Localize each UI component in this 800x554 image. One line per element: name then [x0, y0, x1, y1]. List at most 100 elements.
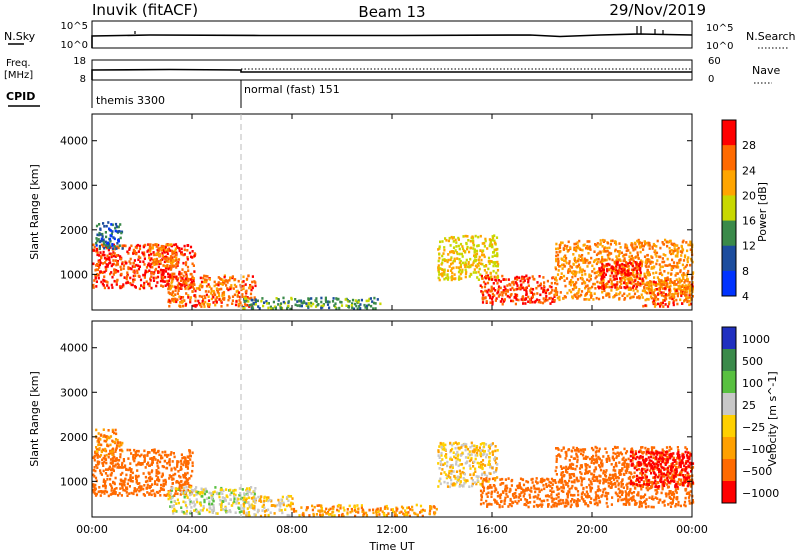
data-cell	[542, 290, 545, 294]
data-cell	[511, 493, 515, 496]
data-cell	[530, 291, 533, 294]
data-cell	[666, 257, 669, 261]
data-cell	[156, 275, 160, 279]
data-cell	[475, 448, 478, 451]
data-cell	[164, 478, 167, 482]
data-cell	[562, 501, 565, 505]
data-cell	[620, 282, 623, 286]
data-cell	[162, 484, 165, 487]
data-cell	[174, 468, 177, 471]
data-cell	[146, 491, 149, 494]
data-cell	[121, 262, 124, 266]
data-cell	[645, 291, 649, 295]
data-cell	[491, 235, 494, 238]
data-cell	[443, 258, 446, 261]
data-cell	[235, 502, 238, 505]
data-cell	[331, 514, 334, 517]
data-cell	[458, 485, 461, 488]
data-cell	[208, 500, 211, 503]
data-cell	[671, 243, 674, 246]
data-cell	[470, 273, 473, 276]
data-cell	[132, 270, 135, 273]
data-cell	[220, 508, 223, 512]
data-cell	[230, 491, 233, 495]
data-cell	[251, 306, 254, 309]
data-cell	[559, 291, 562, 294]
data-cell	[606, 264, 609, 268]
data-cell	[279, 306, 282, 309]
data-cell	[438, 245, 441, 248]
data-cell	[642, 244, 645, 248]
data-cell	[95, 244, 98, 247]
data-cell	[524, 288, 528, 291]
data-cell	[114, 259, 117, 262]
data-cell	[223, 275, 226, 279]
data-cell	[102, 469, 105, 473]
data-cell	[601, 268, 604, 271]
data-cell	[157, 270, 160, 273]
data-cell	[95, 224, 99, 228]
data-cell	[464, 265, 467, 269]
data-cell	[588, 273, 591, 277]
data-cell	[430, 505, 433, 509]
data-cell	[688, 493, 691, 497]
data-cell	[567, 448, 570, 451]
data-cell	[176, 487, 179, 491]
data-cell	[504, 496, 507, 500]
data-cell	[551, 500, 554, 503]
data-cell	[517, 496, 521, 499]
data-cell	[142, 493, 145, 496]
data-cell	[652, 293, 655, 296]
data-cell	[472, 261, 475, 264]
data-cell	[221, 292, 224, 295]
data-cell	[136, 269, 139, 273]
data-cell	[614, 248, 617, 252]
data-cell	[155, 474, 158, 478]
data-cell	[181, 296, 185, 299]
data-cell	[178, 270, 181, 274]
data-cell	[257, 508, 260, 512]
data-cell	[489, 301, 492, 304]
data-cell	[641, 446, 644, 449]
data-cell	[660, 281, 663, 285]
data-cell	[443, 462, 447, 465]
data-cell	[367, 303, 370, 307]
data-cell	[630, 268, 634, 272]
data-cell	[298, 299, 301, 303]
data-cell	[575, 478, 579, 481]
data-cell	[488, 452, 491, 455]
data-cell	[197, 510, 200, 514]
data-cell	[235, 290, 238, 293]
data-cell	[497, 263, 500, 266]
data-cell	[463, 472, 466, 476]
power-ylabel: Slant Range [km]	[28, 164, 41, 260]
data-cell	[615, 283, 618, 286]
data-cell	[515, 298, 518, 301]
nave-label: Nave	[752, 64, 780, 77]
data-cell	[639, 261, 642, 264]
data-cell	[204, 290, 207, 293]
data-cell	[623, 271, 626, 274]
data-cell	[470, 456, 473, 460]
data-cell	[656, 302, 660, 306]
data-cell	[328, 513, 331, 516]
data-cell	[580, 270, 583, 273]
data-cell	[453, 475, 456, 478]
data-cell	[208, 278, 211, 281]
data-cell	[653, 301, 656, 305]
data-cell	[280, 502, 283, 505]
data-cell	[619, 271, 622, 275]
data-cell	[482, 463, 485, 466]
data-cell	[593, 271, 596, 275]
data-cell	[452, 451, 455, 454]
data-cell	[409, 508, 412, 511]
data-cell	[169, 268, 173, 271]
data-cell	[458, 446, 461, 450]
data-cell	[527, 300, 530, 303]
data-cell	[193, 287, 196, 291]
data-cell	[94, 488, 97, 492]
data-cell	[151, 483, 154, 486]
data-cell	[634, 282, 637, 286]
data-cell	[119, 448, 122, 452]
data-cell	[545, 482, 548, 486]
